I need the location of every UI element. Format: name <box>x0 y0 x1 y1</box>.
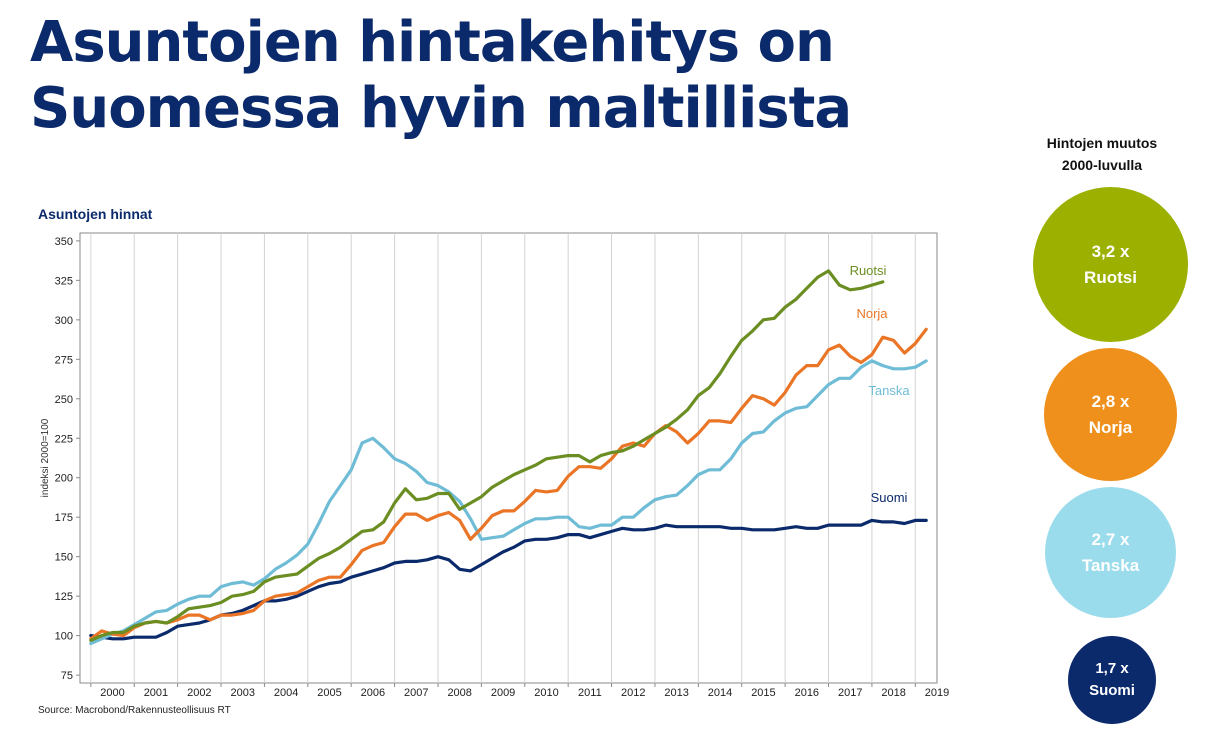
circle-tanska-label: Tanska <box>1081 555 1140 575</box>
y-tick-label: 225 <box>55 433 73 445</box>
y-tick-label: 150 <box>55 552 73 564</box>
x-tick-label: 2002 <box>187 687 211 699</box>
circle-tanska: 2,7 x Tanska <box>1045 487 1176 618</box>
circle-norja: 2,8 x Norja <box>1044 348 1177 481</box>
circle-norja-label: Norja <box>1088 417 1133 437</box>
circle-suomi-value: 1,7 x <box>1095 660 1129 677</box>
y-tick-label: 350 <box>55 236 73 248</box>
circle-ruotsi: 3,2 x Ruotsi <box>1033 187 1188 342</box>
x-tick-label: 2013 <box>664 687 688 699</box>
x-tick-label: 2005 <box>317 687 341 699</box>
x-tick-label: 2014 <box>708 687 732 699</box>
series-label-suomi: Suomi <box>871 490 908 505</box>
y-axis-label: indeksi 2000=100 <box>40 418 51 497</box>
series-line-tanska <box>89 359 928 646</box>
slide-title-line1: Asuntojen hintakehitys on <box>30 10 835 75</box>
series-line-ruotsi <box>89 269 885 643</box>
sidebar-heading-line1: Hintojen muutos <box>1046 135 1158 151</box>
x-tick-label: 2004 <box>274 687 298 699</box>
x-tick-label: 2010 <box>534 687 558 699</box>
x-tick-label: 2019 <box>925 687 949 699</box>
y-tick-label: 250 <box>55 394 73 406</box>
x-tick-label: 2009 <box>491 687 515 699</box>
y-tick-label: 100 <box>55 631 73 643</box>
plot-area <box>79 232 938 684</box>
x-tick-label: 2015 <box>751 687 775 699</box>
slide-title: Asuntojen hintakehitys on Suomessa hyvin… <box>30 10 1010 142</box>
circle-ruotsi-value: 3,2 x <box>1091 241 1130 261</box>
x-tick-label: 2016 <box>795 687 819 699</box>
x-tick-label: 2007 <box>404 687 428 699</box>
slide-title-line2: Suomessa hyvin maltillista <box>30 76 852 141</box>
source-note: Source: Macrobond/Rakennusteollisuus RT <box>38 705 231 716</box>
chart-title: Asuntojen hinnat <box>38 206 153 222</box>
y-tick-label: 275 <box>55 354 73 366</box>
x-tick-label: 2001 <box>144 687 168 699</box>
circle-ruotsi-label: Ruotsi <box>1084 267 1137 287</box>
series-label-ruotsi: Ruotsi <box>850 263 887 278</box>
y-tick-label: 325 <box>55 275 73 287</box>
x-tick-label: 2008 <box>447 687 471 699</box>
x-tick-label: 2018 <box>881 687 905 699</box>
y-tick-label: 300 <box>55 315 73 327</box>
sidebar-heading-line2: 2000-luvulla <box>1061 157 1143 173</box>
x-tick-label: 2012 <box>621 687 645 699</box>
circle-suomi-label: Suomi <box>1089 682 1135 699</box>
circle-norja-value: 2,8 x <box>1091 391 1130 411</box>
y-tick-label: 200 <box>55 473 73 485</box>
x-tick-label: 2006 <box>361 687 385 699</box>
sidebar-heading: Hintojen muutos 2000-luvulla <box>1022 132 1182 176</box>
x-tick-label: 2000 <box>100 687 124 699</box>
series-label-tanska: Tanska <box>868 383 910 398</box>
y-tick-label: 175 <box>55 512 73 524</box>
y-tick-label: 125 <box>55 591 73 603</box>
series-line-norja <box>89 327 928 641</box>
circle-suomi: 1,7 x Suomi <box>1068 636 1156 724</box>
x-tick-label: 2011 <box>578 687 602 699</box>
y-tick-label: 75 <box>61 670 73 682</box>
x-tick-label: 2003 <box>230 687 254 699</box>
series-label-norja: Norja <box>856 306 888 321</box>
x-tick-label: 2017 <box>838 687 862 699</box>
circle-tanska-value: 2,7 x <box>1091 529 1130 549</box>
